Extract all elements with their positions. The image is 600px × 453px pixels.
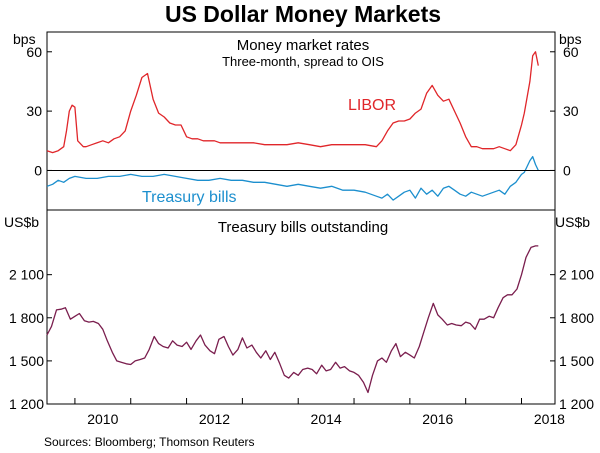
- chart-title: US Dollar Money Markets: [165, 1, 441, 27]
- bottom-ytick-left-label: 1 800: [9, 310, 44, 326]
- bottom-ytick-right-label: 1 500: [559, 353, 594, 369]
- xtick-label: 2016: [422, 411, 453, 427]
- bottom-ytick-right-label: 1 200: [559, 396, 594, 412]
- bottom-ytick-left-label: 1 500: [9, 353, 44, 369]
- series-label-treasury-bills: Treasury bills: [142, 189, 237, 206]
- source-note: Sources: Bloomberg; Thomson Reuters: [44, 435, 255, 449]
- series-label-libor: LIBOR: [348, 97, 396, 114]
- bottom-unit-right: US$b: [555, 214, 590, 230]
- top-ytick-right-label: 0: [563, 162, 571, 178]
- bottom-ytick-right-label: 1 800: [559, 310, 594, 326]
- top-ytick-right-label: 60: [563, 44, 579, 60]
- bottom-panel-title: Treasury bills outstanding: [218, 219, 388, 236]
- plot-frame: [46, 31, 556, 405]
- series-treasury-bills-outstanding-line: [46, 245, 539, 394]
- xtick-label: 2010: [87, 411, 118, 427]
- top-panel-title: Money market rates: [237, 37, 370, 54]
- bottom-ytick-left-label: 1 200: [9, 396, 44, 412]
- xtick-label: 2014: [311, 411, 342, 427]
- top-ytick-left-label: 60: [26, 44, 42, 60]
- series-treasury-bills-line: [46, 155, 539, 201]
- bottom-unit-left: US$b: [4, 214, 39, 230]
- xtick-label: 2018: [534, 411, 565, 427]
- top-ytick-left-label: 30: [26, 103, 42, 119]
- top-panel-subtitle: Three-month, spread to OIS: [222, 54, 384, 69]
- bottom-ytick-left-label: 2 100: [9, 267, 44, 283]
- top-ytick-left-label: 0: [34, 162, 42, 178]
- top-unit-right: bps: [559, 31, 582, 47]
- xtick-label: 2012: [199, 411, 230, 427]
- series-libor-line: [46, 51, 539, 154]
- top-unit-left: bps: [13, 31, 36, 47]
- axis-ticks: 0 0 30 30 60 60 1 200 1 200 1 500 1 500 1 800 1 800…: [9, 44, 594, 427]
- top-ytick-right-label: 30: [563, 103, 579, 119]
- bottom-ytick-right-label: 2 100: [559, 267, 594, 283]
